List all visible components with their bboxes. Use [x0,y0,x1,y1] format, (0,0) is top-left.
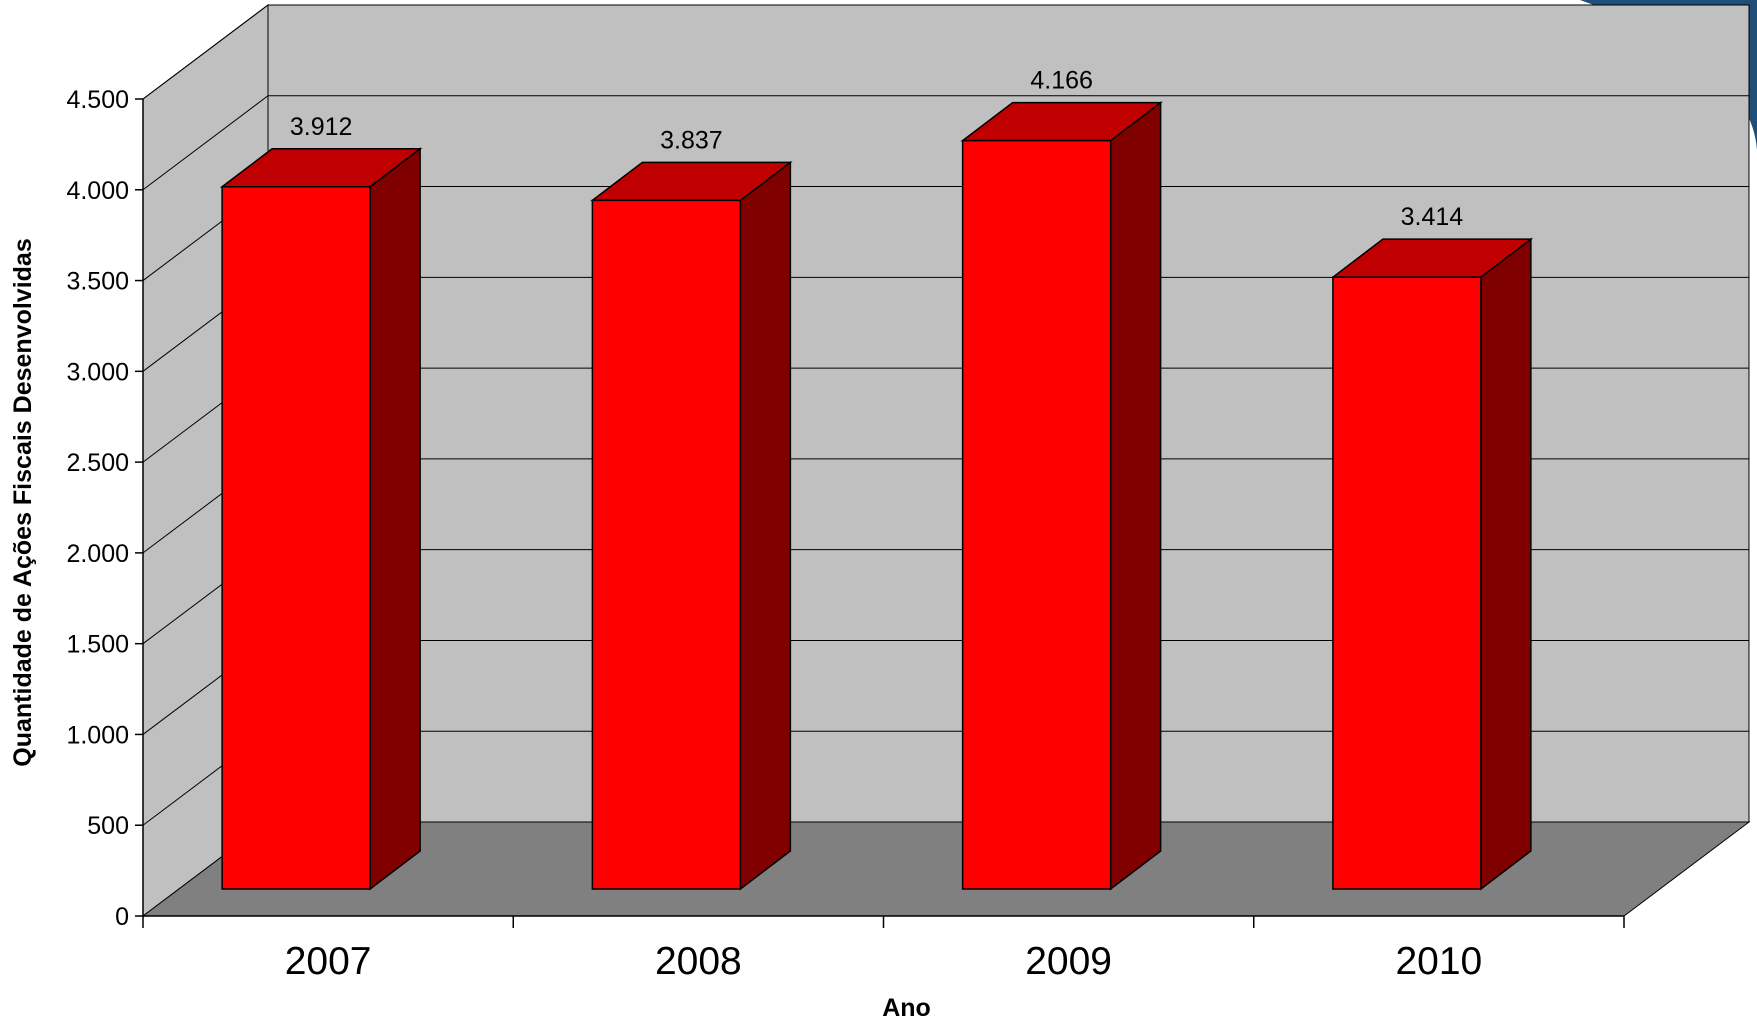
y-tick-label: 2.500 [66,449,129,477]
y-tick-label: 4.500 [66,86,129,114]
bar-front [591,199,742,890]
x-category-label: 2007 [285,940,372,983]
bar-2008 [590,160,793,891]
x-axis-title: Ano [882,994,931,1022]
x-category-label: 2008 [655,940,742,983]
y-tick-label: 4.000 [66,177,129,205]
x-axis: 2007 2008 2009 2010 [142,915,1625,983]
bars [219,101,1534,891]
y-tick-label: 1.500 [66,631,129,659]
data-labels: 3.912 3.837 4.166 3.414 [290,67,1463,232]
data-label-2007: 3.912 [290,113,353,141]
y-tick-label: 3.000 [66,358,129,386]
x-category-label: 2010 [1395,940,1482,983]
bar-2009 [960,101,1163,891]
gridline-8 [142,95,1749,191]
y-tick-label: 500 [87,812,129,840]
x-category-label: 2009 [1025,940,1112,983]
y-axis: 0 500 1.000 1.500 2.000 2.500 3.000 3.500 4.000 4… [66,86,144,931]
bar-side [1480,237,1532,891]
y-tick-label: 3.500 [66,268,129,296]
data-label-2010: 3.414 [1401,203,1464,231]
y-tick-label: 1.000 [66,721,129,749]
bar-side [1109,101,1162,891]
y-axis-title: Quantidade de Ações Fiscais Desenvolvida… [9,238,37,766]
bar-2007 [219,147,423,891]
bar-side [739,160,792,891]
bar-front [221,186,371,890]
bar-side [369,147,421,891]
bar-front [1332,276,1482,890]
y-tick-label: 0 [115,903,129,931]
data-label-2008: 3.837 [660,126,723,154]
bar-front [961,139,1112,890]
gridline-9 [142,4,1749,100]
data-label-2009: 4.166 [1030,67,1093,95]
bar-2010 [1330,237,1534,891]
y-tick-label: 2.000 [66,540,129,568]
